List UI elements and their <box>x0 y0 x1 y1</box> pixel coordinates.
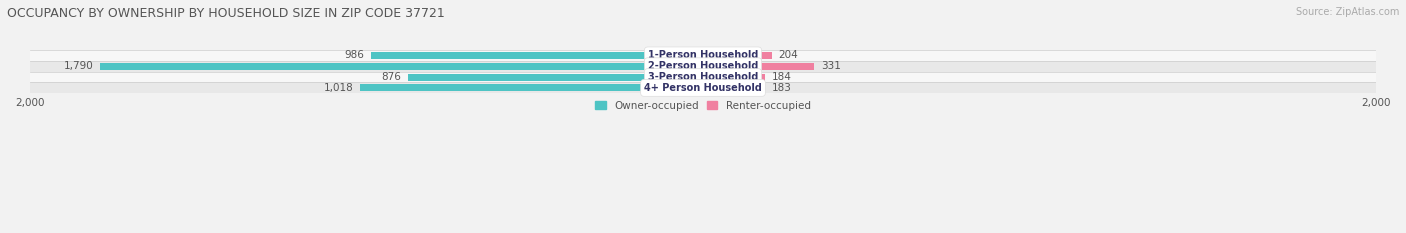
Text: 1-Person Household: 1-Person Household <box>648 50 758 60</box>
Bar <box>30 72 1376 82</box>
Bar <box>360 84 703 91</box>
Legend: Owner-occupied, Renter-occupied: Owner-occupied, Renter-occupied <box>591 97 815 115</box>
Text: 1,790: 1,790 <box>63 61 94 71</box>
Bar <box>408 74 703 81</box>
Text: 1,018: 1,018 <box>323 83 353 93</box>
Text: 184: 184 <box>772 72 792 82</box>
Bar <box>30 61 1376 72</box>
Bar <box>703 63 814 70</box>
Bar <box>30 50 1376 61</box>
Bar <box>703 52 772 59</box>
Text: 204: 204 <box>779 50 799 60</box>
Text: 2-Person Household: 2-Person Household <box>648 61 758 71</box>
Text: 986: 986 <box>344 50 364 60</box>
Text: 4+ Person Household: 4+ Person Household <box>644 83 762 93</box>
Text: OCCUPANCY BY OWNERSHIP BY HOUSEHOLD SIZE IN ZIP CODE 37721: OCCUPANCY BY OWNERSHIP BY HOUSEHOLD SIZE… <box>7 7 444 20</box>
Bar <box>30 82 1376 93</box>
Bar <box>703 84 765 91</box>
Bar <box>100 63 703 70</box>
Text: 876: 876 <box>381 72 401 82</box>
Bar <box>703 74 765 81</box>
Text: 183: 183 <box>772 83 792 93</box>
Text: 331: 331 <box>821 61 841 71</box>
Text: Source: ZipAtlas.com: Source: ZipAtlas.com <box>1295 7 1399 17</box>
Text: 3-Person Household: 3-Person Household <box>648 72 758 82</box>
Bar <box>371 52 703 59</box>
